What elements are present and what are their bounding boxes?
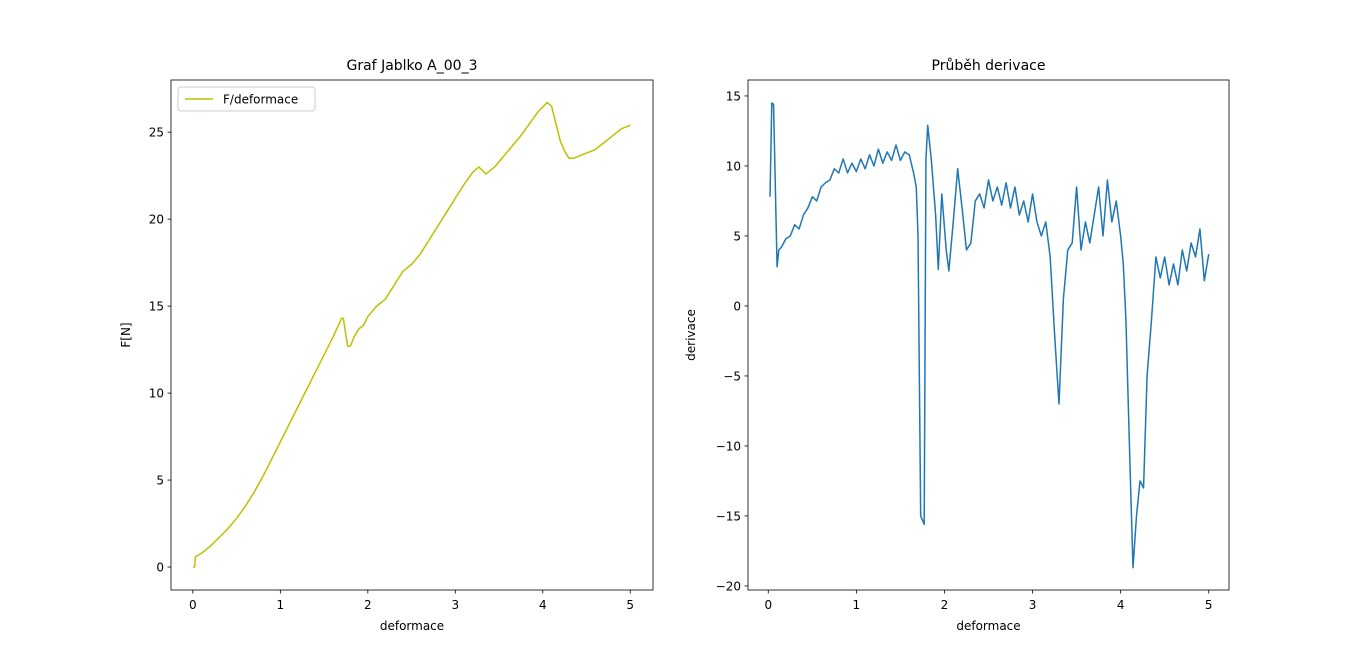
y-tick-label: 5: [733, 229, 741, 243]
x-tick-label: 1: [277, 598, 285, 612]
x-tick-label: 5: [1205, 598, 1213, 612]
chart-title: Průběh derivace: [932, 58, 1046, 74]
x-axis-label: deformace: [380, 619, 444, 633]
y-tick-label: 0: [156, 561, 164, 575]
x-tick-label: 2: [941, 598, 949, 612]
y-tick-label: 15: [149, 300, 164, 314]
y-axis-label: F[N]: [119, 322, 133, 347]
data-line: [192, 101, 631, 568]
y-tick-label: 10: [726, 159, 741, 173]
data-line: [769, 102, 1210, 569]
x-tick-label: 3: [1029, 598, 1037, 612]
y-tick-label: 25: [149, 126, 164, 140]
x-tick-label: 3: [451, 598, 459, 612]
plot-frame: [170, 79, 654, 591]
y-tick-label: 5: [156, 474, 164, 488]
x-tick-label: 4: [1117, 598, 1125, 612]
x-tick-label: 5: [626, 598, 634, 612]
y-tick-label: −20: [716, 579, 741, 593]
legend-box: [177, 86, 316, 112]
y-tick-label: −15: [716, 509, 741, 523]
y-tick-label: −10: [716, 439, 741, 453]
x-tick-label: 0: [189, 598, 197, 612]
x-tick-label: 0: [764, 598, 772, 612]
y-tick-label: −5: [723, 369, 741, 383]
x-axis-label: deformace: [956, 619, 1020, 633]
plot-frame: [747, 79, 1230, 591]
x-tick-label: 2: [364, 598, 372, 612]
chart-title: Graf Jablko A_00_3: [347, 58, 478, 74]
x-tick-label: 1: [853, 598, 861, 612]
legend-label: F/deformace: [223, 93, 298, 107]
y-tick-label: 20: [149, 213, 164, 227]
y-axis-label: derivace: [684, 309, 698, 361]
y-tick-label: 0: [733, 299, 741, 313]
y-tick-label: 15: [726, 89, 741, 103]
y-tick-label: 10: [149, 387, 164, 401]
x-tick-label: 4: [539, 598, 547, 612]
